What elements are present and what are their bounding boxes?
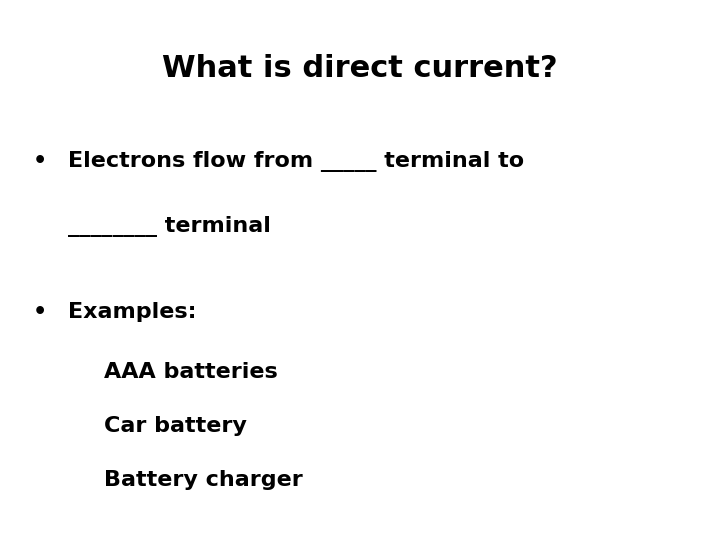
Text: Car battery: Car battery — [104, 416, 247, 436]
Text: What is direct current?: What is direct current? — [162, 54, 558, 83]
Text: AAA batteries: AAA batteries — [104, 362, 278, 382]
Text: •: • — [32, 302, 47, 322]
Text: Examples:: Examples: — [68, 302, 197, 322]
Text: Electrons flow from _____ terminal to: Electrons flow from _____ terminal to — [68, 151, 525, 172]
Text: Battery charger: Battery charger — [104, 470, 303, 490]
Text: ________ terminal: ________ terminal — [68, 216, 271, 237]
Text: •: • — [32, 151, 47, 171]
